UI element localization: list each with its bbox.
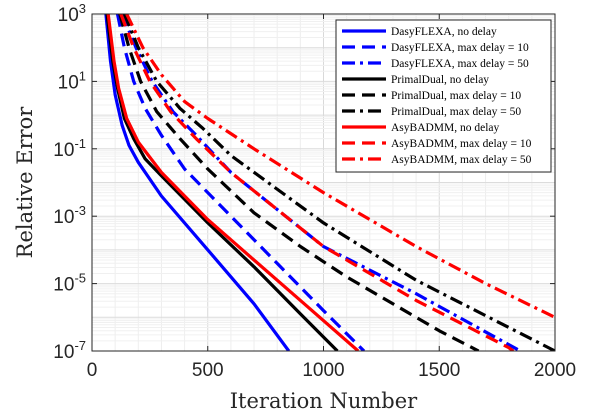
y-tick-base: 10 [53, 140, 74, 161]
plot-series [104, 14, 555, 351]
y-tick-base: 10 [53, 342, 74, 363]
legend-entry-label: PrimalDual, max delay = 50 [391, 106, 521, 118]
x-tick-label: 500 [192, 360, 224, 381]
x-axis-label: Iteration Number [230, 389, 418, 413]
series-line-9 [125, 14, 555, 319]
y-tick-exponent: -1 [74, 136, 86, 151]
y-tick-exponent: 1 [79, 68, 86, 83]
series-line-7 [106, 14, 360, 351]
y-tick-label: 10-5 [53, 271, 86, 296]
series-line-3 [120, 14, 522, 351]
y-axis-label: Relative Error [13, 106, 37, 259]
y-tick-base: 10 [53, 275, 74, 296]
legend: DasyFLEXA, no delay DasyFLEXA, max delay … [335, 19, 552, 173]
y-tick-exponent: -3 [74, 203, 86, 218]
legend-entry-label: PrimalDual, no delay [391, 74, 489, 86]
x-tick-label: 1500 [418, 360, 460, 381]
series-line-1 [104, 14, 291, 351]
series-line-6 [122, 14, 555, 351]
y-tick-label: 10-3 [53, 203, 86, 228]
y-tick-exponent: 3 [79, 1, 86, 16]
y-tick-label: 10-7 [53, 338, 86, 363]
legend-entry-label: DasyFLEXA, no delay [391, 26, 497, 38]
y-tick-label: 10-1 [53, 136, 86, 161]
legend-entry-label: DasyFLEXA, max delay = 50 [391, 58, 529, 70]
y-tick-base: 10 [58, 72, 79, 93]
y-tick-label: 103 [58, 1, 86, 26]
x-tick-label: 2000 [534, 360, 576, 381]
legend-entry-label: PrimalDual, max delay = 10 [391, 90, 521, 102]
x-tick-label: 0 [87, 360, 98, 381]
y-tick-exponent: -7 [74, 338, 86, 353]
legend-entry-label: DasyFLEXA, max delay = 10 [391, 42, 529, 54]
legend-entry-label: AsyBADMM, max delay = 50 [391, 154, 532, 166]
series-line-2 [115, 14, 366, 351]
series-line-8 [119, 14, 515, 351]
series-line-5 [118, 14, 480, 351]
y-tick-base: 10 [53, 207, 74, 228]
y-tick-base: 10 [58, 5, 79, 26]
legend-entry-label: AsyBADMM, no delay [391, 122, 500, 134]
legend-entry-label: AsyBADMM, max delay = 10 [391, 138, 532, 150]
y-tick-label: 101 [58, 68, 86, 93]
x-tick-label: 1000 [302, 360, 344, 381]
y-tick-exponent: -5 [74, 271, 86, 286]
